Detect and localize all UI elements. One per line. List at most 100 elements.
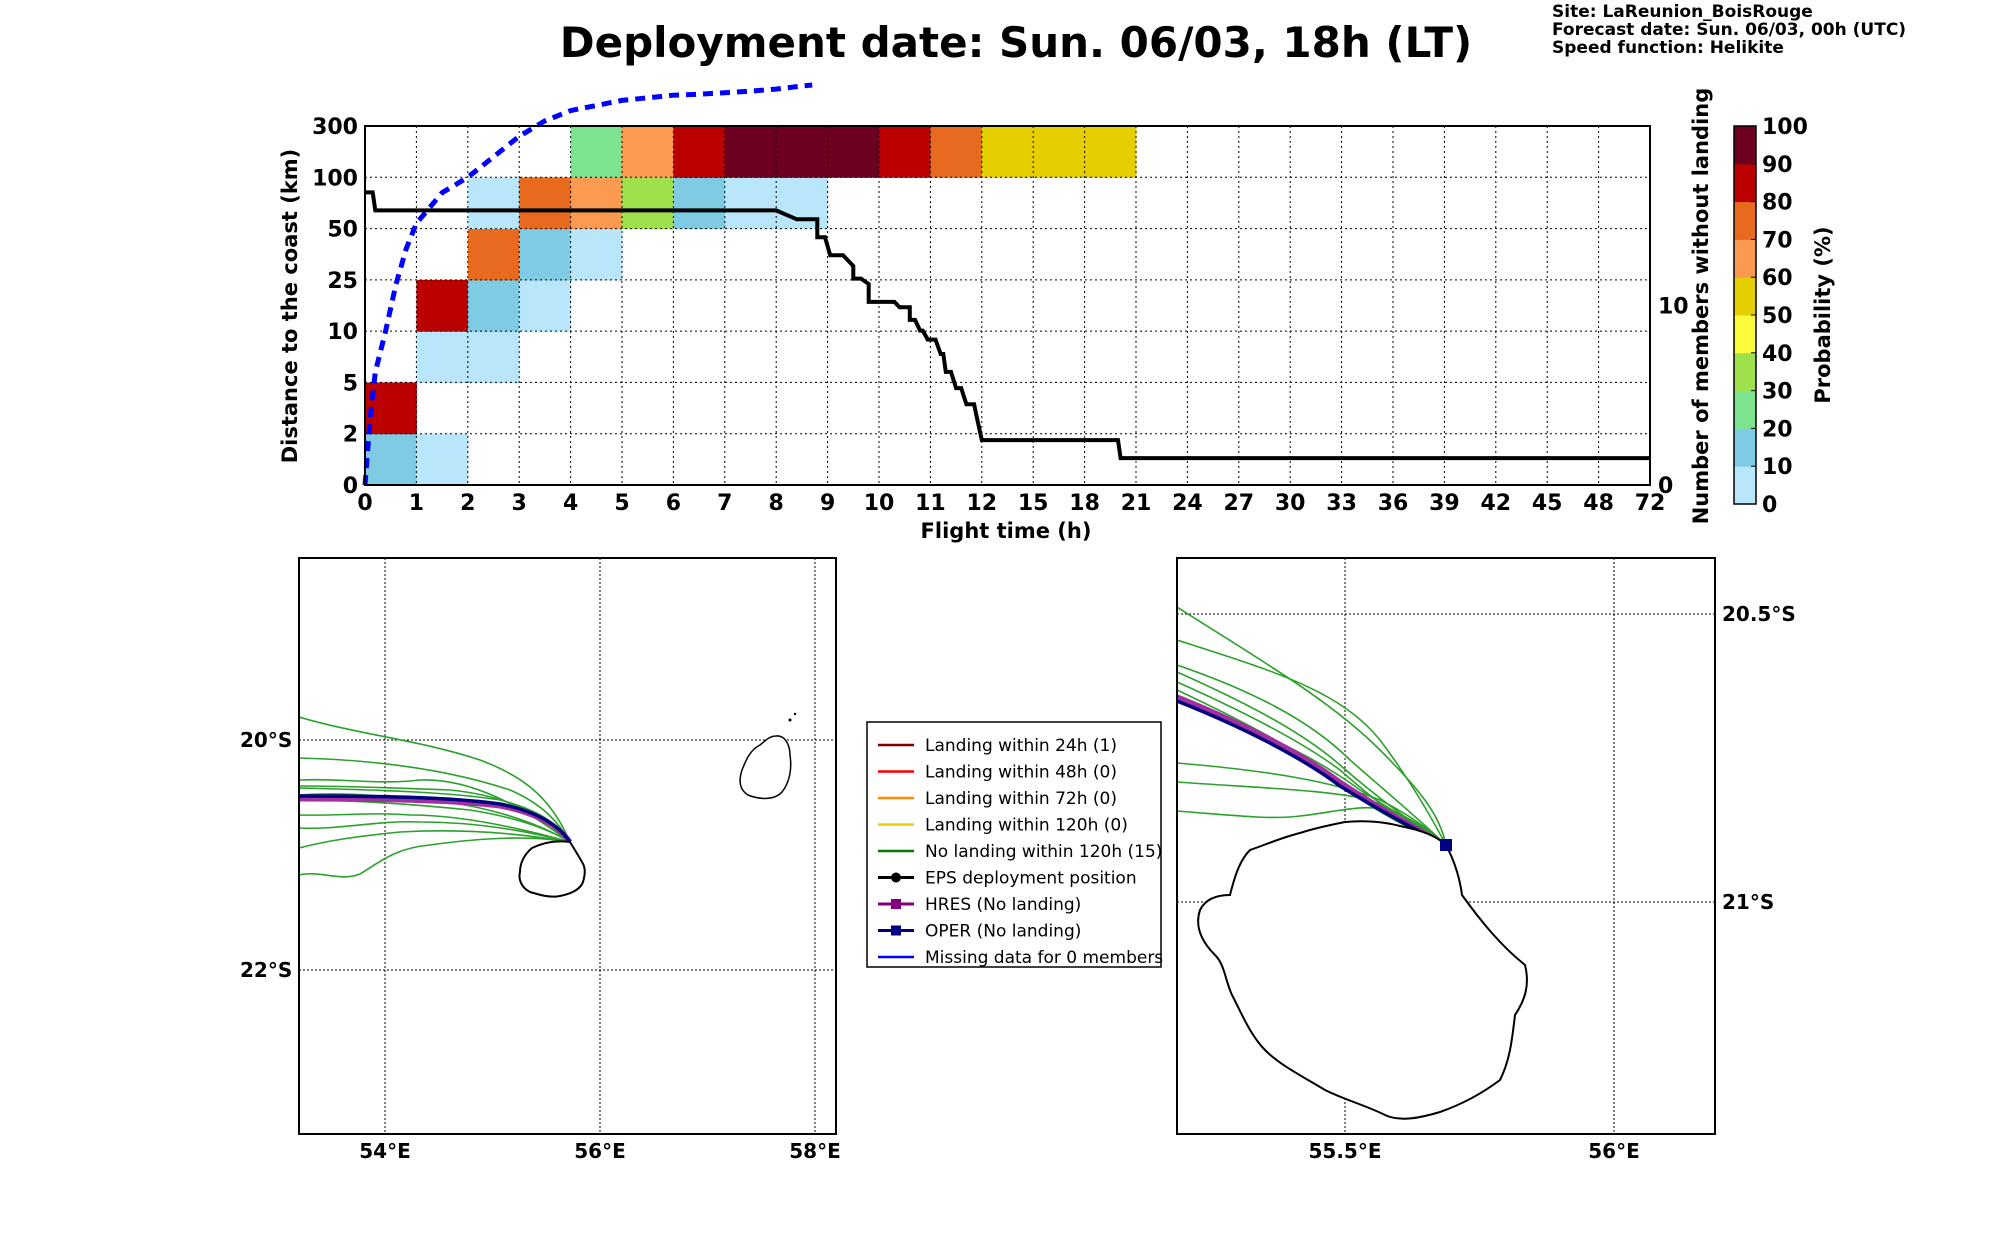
- y2-tick-labels: 0 10: [1658, 295, 1689, 500]
- x-tick-label: 45: [1532, 491, 1563, 516]
- colorbar-tick-label: 90: [1762, 153, 1793, 178]
- x-tick-label: 72: [1635, 491, 1666, 516]
- x-tick-labels: 0 1 2 3 4 5 6 7 8 9 10 11 12 15 18 21 24 27 30 33 36 39 42 45 48…: [357, 491, 1665, 516]
- colorbar-swatch: [1734, 390, 1756, 429]
- y-tick-label: 25: [327, 269, 358, 294]
- colorbar-tick-label: 80: [1762, 191, 1793, 216]
- median-distance-line: [362, 82, 813, 486]
- map-right-ytick: 21°S: [1722, 890, 1774, 914]
- x-tick-label: 27: [1223, 491, 1254, 516]
- heatmap-cell: [467, 279, 520, 332]
- x-tick-label: 9: [820, 491, 835, 516]
- x-tick-label: 18: [1069, 491, 1100, 516]
- colorbar-swatch: [1734, 277, 1756, 316]
- y-tick-label: 0: [343, 474, 358, 499]
- heatmap-cell: [776, 177, 829, 230]
- x-tick-label: 10: [864, 491, 895, 516]
- colorbar-tick-label: 30: [1762, 380, 1793, 405]
- speed-info: Speed function: Helikite: [1552, 38, 1784, 58]
- legend-label: Landing within 24h (1): [925, 736, 1117, 756]
- legend-label: Missing data for 0 members: [925, 948, 1163, 968]
- x-tick-label: 11: [915, 491, 946, 516]
- heatmap-cell: [570, 177, 623, 230]
- legend-label: HRES (No landing): [925, 895, 1081, 915]
- heatmap-cell: [622, 126, 674, 178]
- heatmap-cell: [673, 126, 726, 178]
- colorbar-swatch: [1734, 428, 1756, 467]
- heatmap-cell: [416, 433, 469, 486]
- x-tick-label: 42: [1480, 491, 1511, 516]
- colorbar-tick-label: 100: [1762, 115, 1808, 140]
- legend-label: Landing within 120h (0): [925, 816, 1128, 836]
- colorbar-tick-label: 70: [1762, 228, 1793, 253]
- map-right-frame: [1176, 557, 1716, 1135]
- x-tick-label: 4: [563, 491, 578, 516]
- heatmap-panel: 0 1 2 3 4 5 6 7 8 9 10 11 12 15 18 21 24 27 30 33 36 39 42 45 48…: [278, 82, 1713, 543]
- heatmap-cell: [519, 177, 572, 230]
- heatmap-cell: [673, 177, 726, 230]
- legend-marker: [891, 872, 901, 883]
- heatmap-cell: [365, 433, 417, 486]
- heatmap-cell: [827, 126, 880, 178]
- heatmap-cells: [365, 126, 1137, 486]
- map-left-islet: [793, 712, 797, 716]
- members-without-landing-line: [365, 190, 1650, 461]
- x-tick-label: 24: [1172, 491, 1203, 516]
- legend-entries: Landing within 24h (1) Landing within 48h…: [878, 736, 1163, 968]
- heatmap-cell: [416, 279, 469, 332]
- x-tick-label: 33: [1326, 491, 1357, 516]
- legend-label: OPER (No landing): [925, 922, 1081, 942]
- x-tick-label: 15: [1018, 491, 1049, 516]
- heatmap-cell: [467, 177, 520, 230]
- colorbar-tick-label: 0: [1762, 493, 1777, 518]
- y2-axis-label: Number of members without landing: [1689, 88, 1713, 525]
- colorbar-swatch: [1734, 466, 1756, 505]
- legend-label: Landing within 48h (0): [925, 763, 1117, 783]
- x-tick-label: 2: [460, 491, 475, 516]
- colorbar-tick-label: 50: [1762, 304, 1793, 329]
- heatmap-grid: [365, 126, 1650, 485]
- heatmap-cell: [879, 126, 931, 178]
- x-tick-label: 30: [1275, 491, 1306, 516]
- x-tick-label: 12: [966, 491, 997, 516]
- x-tick-label: 8: [769, 491, 784, 516]
- heatmap-cell: [519, 279, 572, 332]
- heatmap-cell: [1084, 126, 1137, 178]
- colorbar-tick-label: 60: [1762, 266, 1793, 291]
- map-left-reunion-coast: [518, 840, 586, 898]
- colorbar-swatch: [1734, 201, 1756, 240]
- heatmap-cell: [981, 126, 1034, 178]
- heatmap-cell: [467, 331, 520, 383]
- heatmap-cell: [467, 228, 520, 281]
- colorbar-swatch: [1734, 126, 1756, 165]
- map-right-oper-track: [1177, 699, 1447, 847]
- legend: Landing within 24h (1) Landing within 48h…: [866, 721, 1163, 968]
- map-left-frame: [298, 557, 837, 1135]
- x-tick-label: 39: [1429, 491, 1460, 516]
- map-left-oper-track: [299, 794, 572, 843]
- map-left-gridlines: [299, 558, 836, 1134]
- heatmap-frame: [364, 125, 1651, 486]
- colorbar-swatches: [1734, 126, 1756, 505]
- map-left-mauritius-coast: [739, 735, 792, 800]
- heatmap-cell: [930, 126, 983, 178]
- colorbar-swatch: [1734, 315, 1756, 354]
- map-right-xtick: 55.5°E: [1308, 1139, 1381, 1163]
- colorbar-swatch: [1734, 239, 1756, 278]
- map-left-xtick: 54°E: [359, 1139, 411, 1163]
- heatmap-cell: [724, 177, 777, 230]
- x-tick-label: 6: [666, 491, 681, 516]
- legend-label: EPS deployment position: [925, 869, 1137, 889]
- map-left-ytick: 22°S: [240, 958, 292, 982]
- map-left-xtick: 58°E: [789, 1139, 841, 1163]
- map-right-deployment-marker: [1440, 839, 1452, 851]
- colorbar-tick-label: 40: [1762, 342, 1793, 367]
- page-title: Deployment date: Sun. 06/03, 18h (LT): [560, 18, 1473, 67]
- map-left-xtick: 56°E: [574, 1139, 626, 1163]
- x-tick-label: 36: [1378, 491, 1409, 516]
- colorbar-tick-label: 10: [1762, 455, 1793, 480]
- heatmap-cell: [622, 177, 674, 230]
- legend-label: Landing within 72h (0): [925, 789, 1117, 809]
